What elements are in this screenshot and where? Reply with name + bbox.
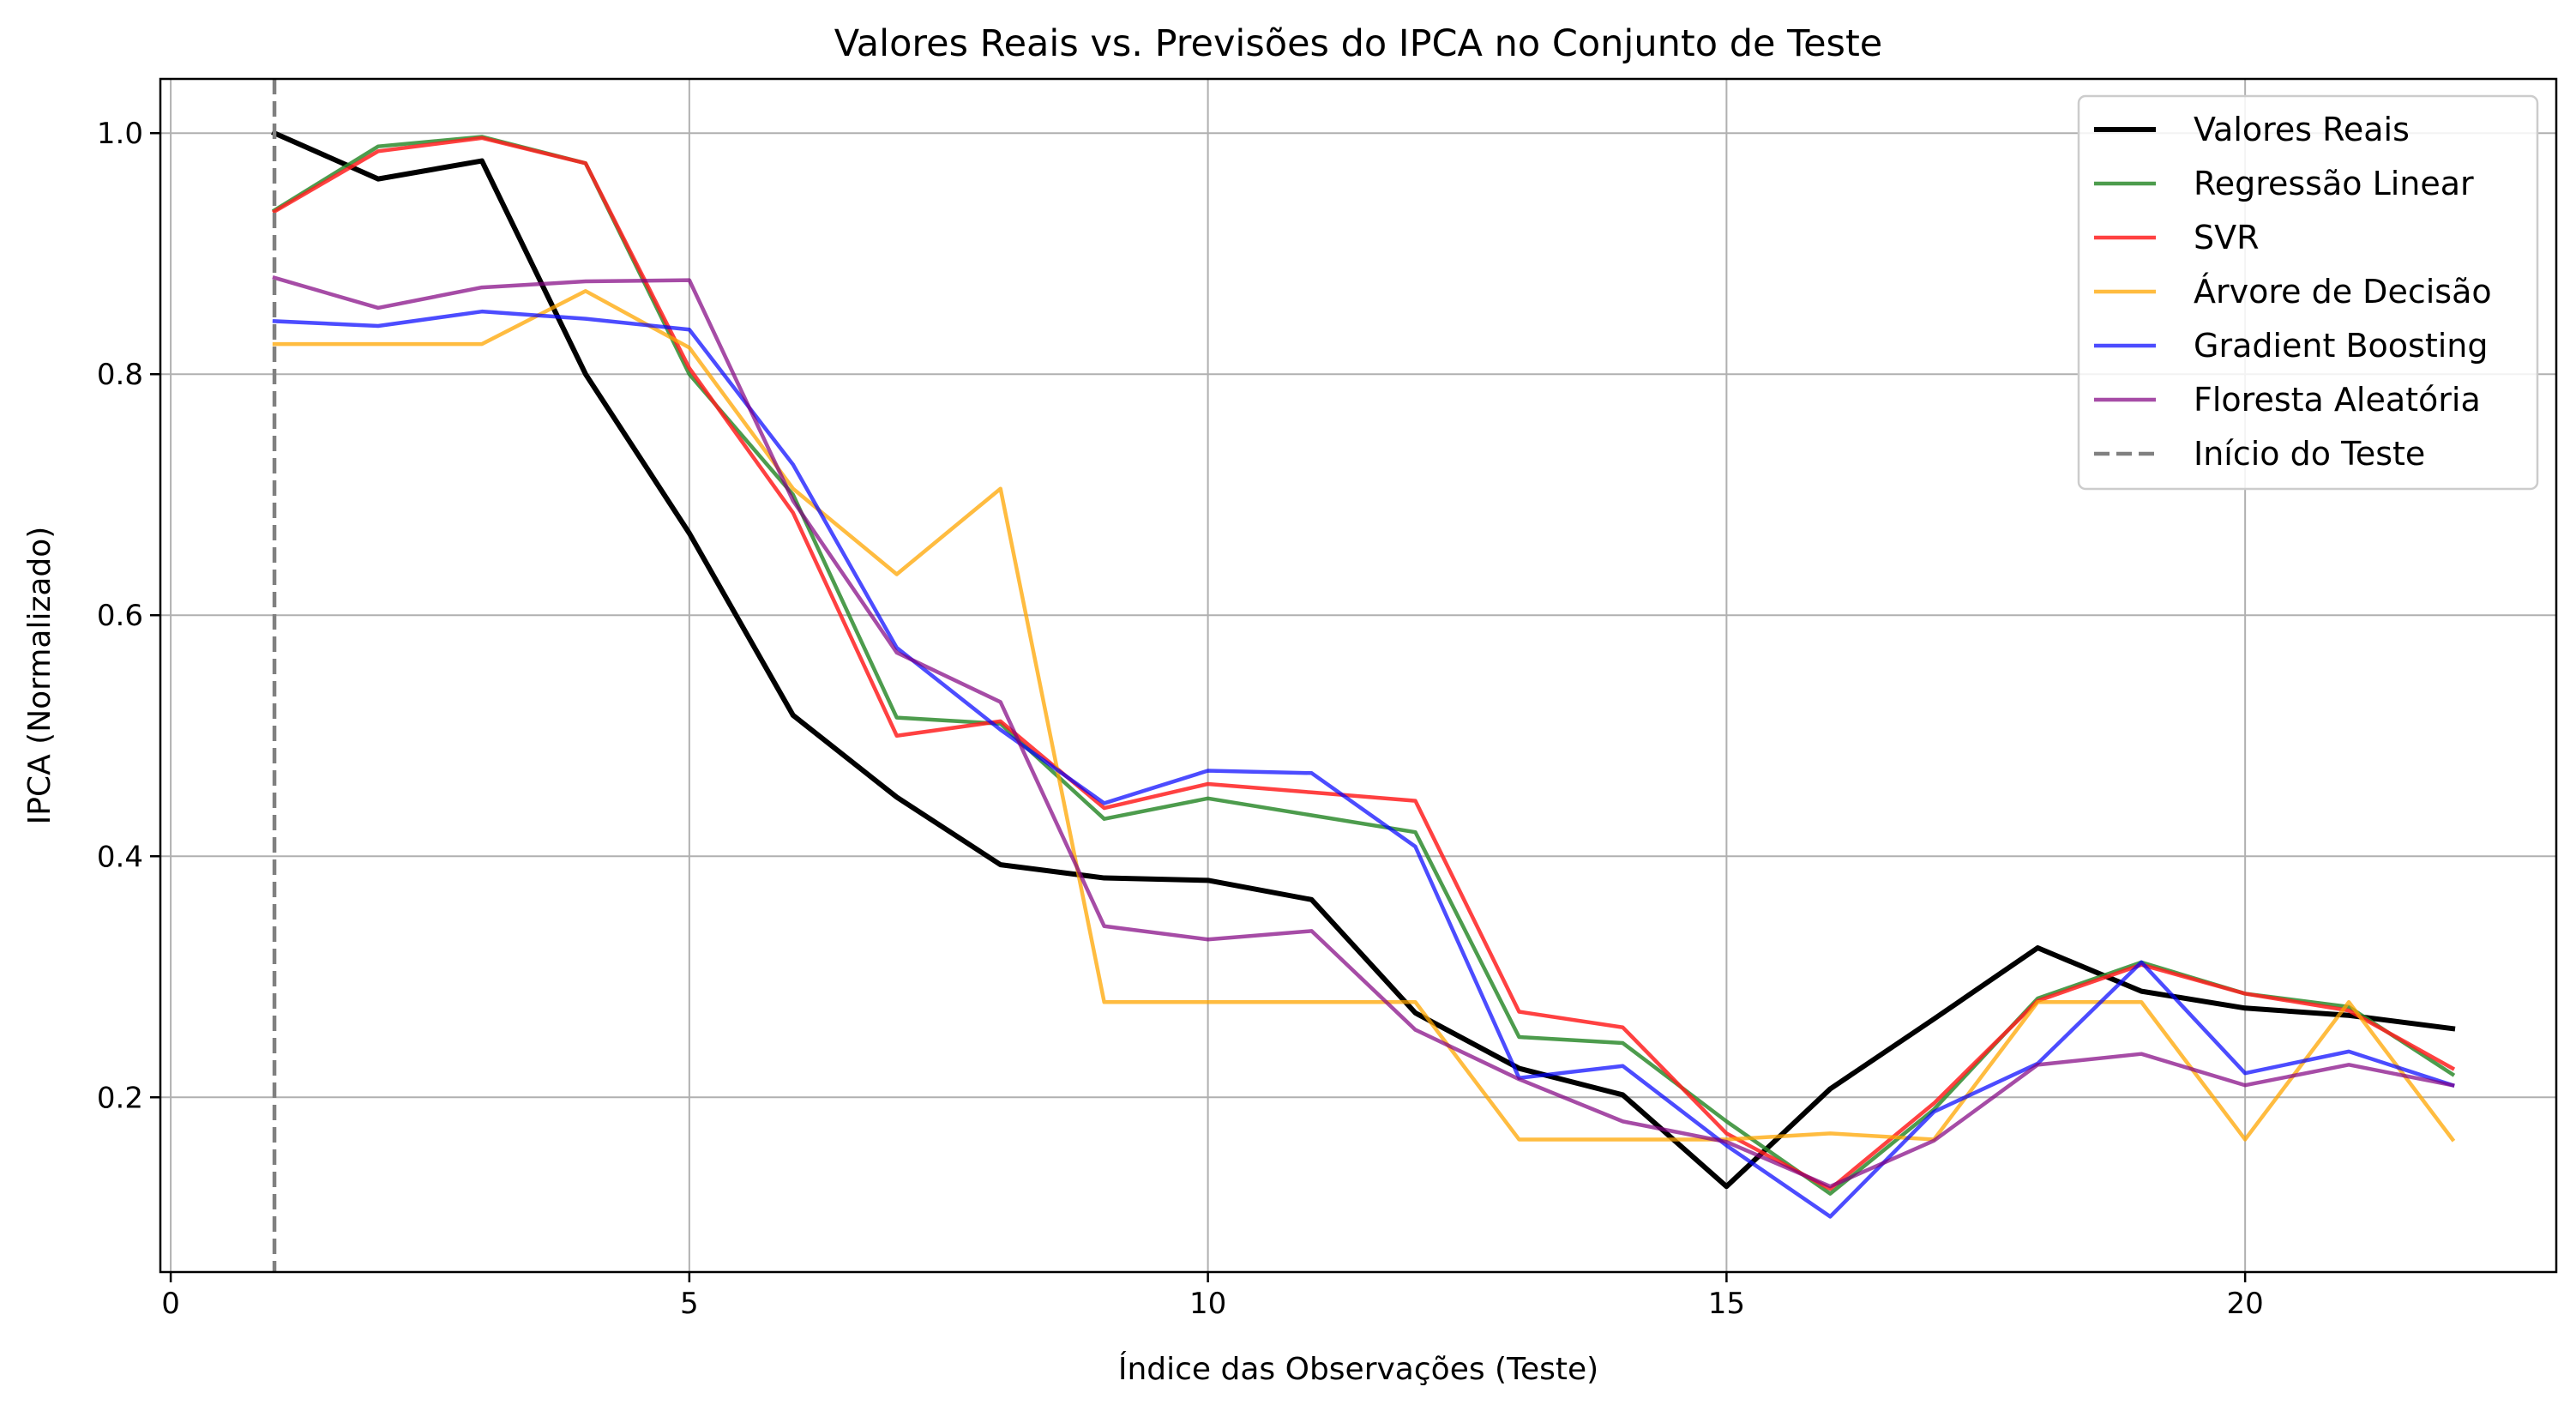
legend-label-gradient-boosting: Gradient Boosting	[2194, 327, 2489, 365]
x-tick-label: 0	[161, 1287, 180, 1321]
series-line-gradient-boosting	[272, 309, 2455, 1219]
legend-label-valores-reais: Valores Reais	[2194, 111, 2410, 148]
series-line-valores-reais	[271, 130, 2456, 1190]
legend: Valores Reais Regressão Linear SVR Árvore d…	[2077, 94, 2539, 491]
plot-area	[271, 79, 2456, 1272]
y-tick-label: 0.6	[97, 599, 143, 633]
y-axis-label: IPCA (Normalizado)	[22, 527, 57, 825]
legend-label-svr: SVR	[2194, 219, 2260, 256]
y-tick-label: 0.2	[97, 1081, 143, 1115]
legend-box	[2077, 94, 2539, 491]
y-tick-label: 1.0	[97, 117, 143, 151]
series-line-arvore-de-decisao	[272, 289, 2456, 1143]
series-line-svr	[271, 136, 2456, 1191]
x-axis-label: Índice das Observações (Teste)	[1118, 1351, 1598, 1387]
chart-title: Valores Reais vs. Previsões do IPCA no C…	[834, 22, 1883, 65]
x-tick-label: 10	[1189, 1287, 1226, 1321]
legend-label-arvore-de-decisao: Árvore de Decisão	[2194, 273, 2492, 311]
y-tick-label: 0.8	[97, 358, 143, 392]
x-tick-label: 15	[1708, 1287, 1745, 1321]
x-tick-label: 5	[680, 1287, 699, 1321]
axis-ticks: 0 5 10 15 20 0.2 0.4 0.6 0.8 1.0	[97, 117, 2264, 1321]
legend-label-regressao-linear: Regressão Linear	[2194, 165, 2474, 202]
axes-frame	[159, 77, 2558, 1274]
y-tick-label: 0.4	[97, 840, 143, 874]
series-line-floresta-aleatoria	[272, 275, 2455, 1189]
legend-label-inicio-do-teste: Início do Teste	[2194, 435, 2425, 473]
legend-label-floresta-aleatoria: Floresta Aleatória	[2194, 381, 2481, 419]
x-tick-label: 20	[2227, 1287, 2264, 1321]
